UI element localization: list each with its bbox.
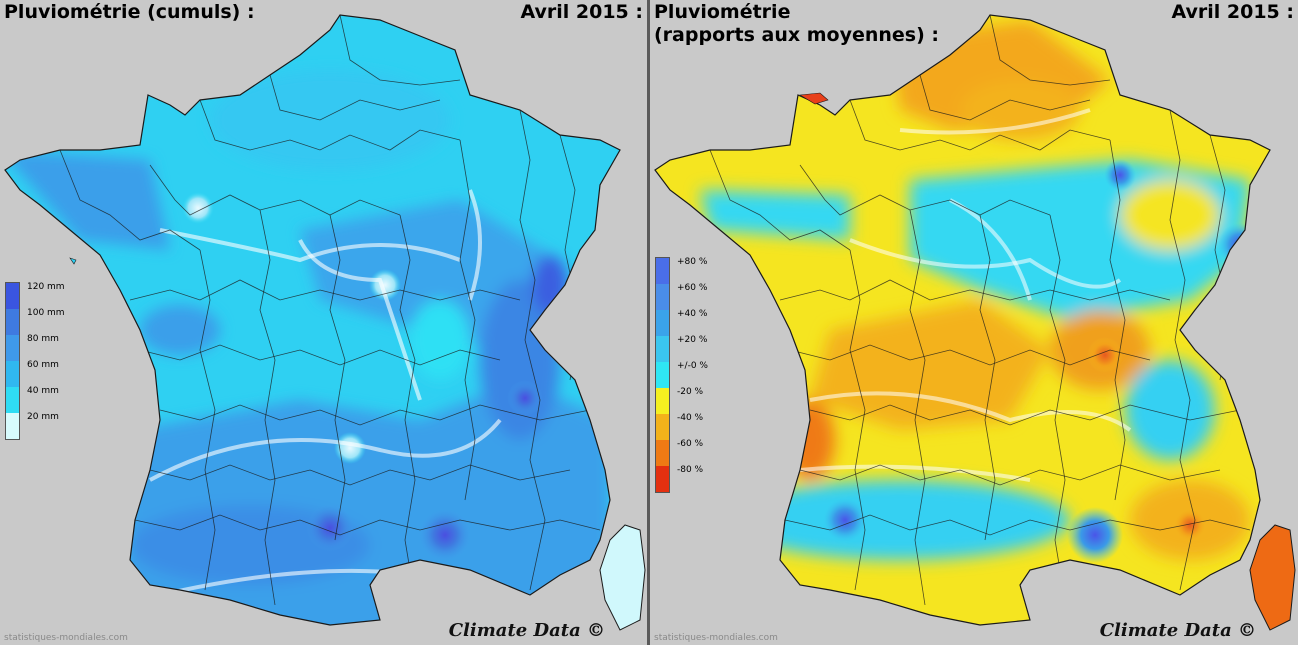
credit-text: Climate Data © — [448, 620, 605, 641]
legend-swatch — [656, 466, 669, 492]
legend-label: +80 % — [677, 257, 708, 267]
island — [69, 257, 77, 265]
legend-color-bar — [5, 282, 20, 440]
corsica-outline — [1249, 524, 1296, 631]
cumulative-rainfall-map-panel: Pluviométrie (cumuls) : Avril 2015 : 120… — [0, 0, 647, 645]
legend-label: 80 mm — [27, 334, 59, 344]
legend-label: -60 % — [677, 439, 704, 449]
legend-swatch — [6, 361, 19, 387]
legend-swatch — [6, 283, 19, 309]
france-rainfall-cumul-map — [4, 14, 646, 631]
legend-labels: +80 % +60 % +40 % +20 % +/-0 % -20 % -40 % -60 … — [677, 257, 708, 491]
legend-swatch — [656, 310, 669, 336]
legend-swatch — [6, 309, 19, 335]
legend-label: -80 % — [677, 465, 704, 475]
cotentin-patch — [799, 92, 829, 105]
department-borders — [59, 15, 601, 606]
legend-label: 20 mm — [27, 412, 59, 422]
map-title: Pluviométrie (rapports aux moyennes) : — [654, 1, 939, 46]
legend-label: 60 mm — [27, 360, 59, 370]
legend-label: +60 % — [677, 283, 708, 293]
source-watermark: statistiques-mondiales.com — [654, 633, 778, 643]
map-title: Pluviométrie (cumuls) : — [4, 1, 255, 23]
legend-label: +40 % — [677, 309, 708, 319]
department-borders — [709, 15, 1251, 606]
legend-swatch — [6, 387, 19, 413]
legend-label: +20 % — [677, 335, 708, 345]
legend-label: -40 % — [677, 413, 704, 423]
legend-swatch — [656, 258, 669, 284]
panel-divider — [647, 0, 650, 645]
map-date: Avril 2015 : — [520, 1, 643, 23]
legend-swatch — [6, 335, 19, 361]
legend-label: 120 mm — [27, 282, 65, 292]
legend-swatch — [656, 388, 669, 414]
legend-swatch — [6, 413, 19, 439]
legend-swatch — [656, 336, 669, 362]
legend-labels: 120 mm 100 mm 80 mm 60 mm 40 mm 20 mm — [27, 282, 65, 438]
legend-label: 40 mm — [27, 386, 59, 396]
france-outline — [4, 14, 621, 626]
legend-swatch — [656, 440, 669, 466]
france-outline — [654, 14, 1271, 626]
legend-swatch — [656, 284, 669, 310]
rainfall-fill — [5, 15, 620, 625]
legend-label: +/-0 % — [677, 361, 708, 371]
credit-text: Climate Data © — [1099, 620, 1256, 641]
legend-label: -20 % — [677, 387, 704, 397]
ratio-fill — [655, 15, 1270, 625]
map-date: Avril 2015 : — [1171, 1, 1294, 23]
legend-swatch — [656, 414, 669, 440]
legend-swatch — [656, 362, 669, 388]
corsica-outline — [599, 524, 646, 631]
source-watermark: statistiques-mondiales.com — [4, 633, 128, 643]
legend-label: 100 mm — [27, 308, 65, 318]
legend-color-bar — [655, 257, 670, 493]
france-rainfall-ratio-map — [654, 14, 1296, 631]
rainfall-ratio-map-panel: Pluviométrie (rapports aux moyennes) : A… — [650, 0, 1298, 645]
